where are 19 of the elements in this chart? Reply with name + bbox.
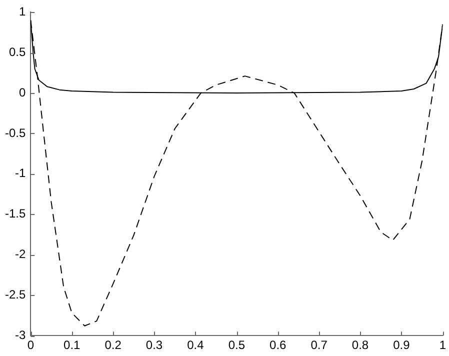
x-tick-label: 0.7: [310, 338, 328, 352]
y-tick-label: 0.5: [8, 44, 26, 59]
x-tick-label: 1: [439, 338, 446, 352]
y-tick-label: 0: [18, 85, 26, 100]
x-tick-label: 0.2: [104, 338, 122, 352]
x-tick-label: 0.9: [393, 338, 410, 352]
y-tick-label: -1: [15, 166, 26, 180]
x-tick-label: 0.5: [228, 338, 246, 352]
x-tick-label: 0.4: [187, 338, 204, 352]
x-tick-label: 0.1: [64, 338, 81, 352]
y-tick-label: -1.5: [4, 206, 26, 221]
x-tick-label: 0.8: [352, 338, 369, 352]
x-tick-label: 0.6: [270, 338, 287, 352]
y-tick-label: 1: [18, 4, 26, 19]
y-tick-label: -2: [15, 247, 26, 262]
y-tick-label: -0.5: [4, 126, 26, 140]
x-tick-label: 0.3: [146, 338, 163, 352]
y-tick-label: -3: [15, 328, 26, 342]
y-tick-label: -2.5: [4, 287, 26, 302]
